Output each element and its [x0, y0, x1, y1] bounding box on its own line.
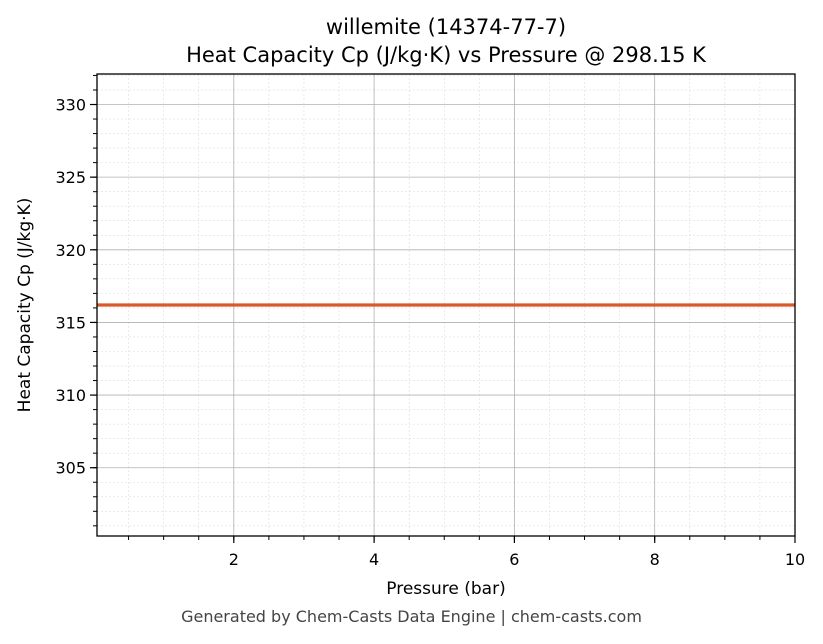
y-tick-label: 320	[55, 241, 86, 260]
y-tick-label: 315	[55, 313, 86, 332]
y-tick-label: 330	[55, 96, 86, 115]
plot-area-frame	[96, 73, 796, 537]
y-tick-label: 310	[55, 386, 86, 405]
footer-credit: Generated by Chem-Casts Data Engine | ch…	[181, 607, 642, 626]
y-tick-label: 305	[55, 459, 86, 478]
y-tick-label: 325	[55, 168, 86, 187]
x-axis-label: Pressure (bar)	[386, 579, 505, 599]
x-tick-label: 10	[785, 550, 805, 569]
y-axis-label: Heat Capacity Cp (J/kg·K)	[15, 198, 35, 413]
x-tick-label: 4	[369, 550, 379, 569]
minor-grid	[97, 74, 795, 536]
chart-title-line2: Heat Capacity Cp (J/kg·K) vs Pressure @ …	[186, 43, 707, 67]
x-tick-label: 2	[229, 550, 239, 569]
tick-labels: 2 4 6 8 10 305 310 315 320 325 330	[55, 96, 805, 569]
chart-title-line1: willemite (14374-77-7)	[326, 15, 566, 39]
axis-ticks	[90, 74, 796, 543]
x-tick-label: 8	[650, 550, 660, 569]
x-tick-label: 6	[509, 550, 519, 569]
